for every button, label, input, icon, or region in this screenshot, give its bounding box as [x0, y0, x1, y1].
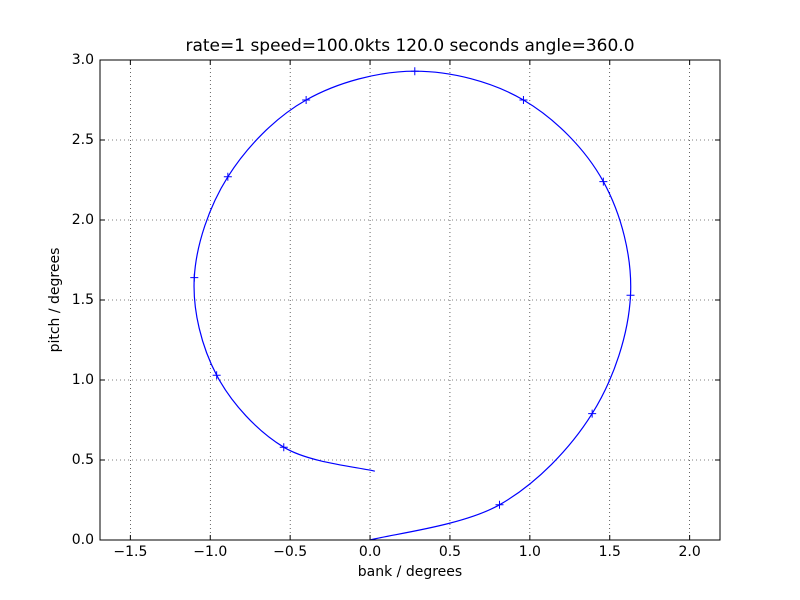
marker — [588, 409, 597, 418]
chart-title: rate=1 speed=100.0kts 120.0 seconds angl… — [185, 36, 634, 56]
marker — [599, 177, 608, 186]
y-tick-label: 2.5 — [72, 132, 94, 148]
marker — [279, 443, 288, 452]
marker — [410, 67, 419, 76]
y-tick-label: 0.0 — [72, 532, 94, 548]
marker — [302, 96, 311, 104]
x-tick-label: 1.5 — [599, 544, 621, 560]
x-tick-label: −1.0 — [193, 544, 227, 560]
y-tick-label: 0.5 — [72, 452, 94, 468]
x-tick-label: 1.0 — [519, 544, 541, 560]
line — [193, 70, 632, 541]
x-axis-label: bank / degrees — [358, 564, 462, 580]
x-tick-label: −1.5 — [113, 544, 147, 560]
y-axis-label: pitch / degrees — [47, 248, 63, 353]
y-tick-label: 3.0 — [72, 52, 94, 68]
x-tick-label: −0.5 — [273, 544, 307, 560]
x-tick-label: 0.0 — [359, 544, 381, 560]
marker — [495, 500, 504, 509]
marker — [519, 96, 528, 104]
y-tick-label: 1.0 — [72, 372, 94, 388]
y-tick-label: 1.5 — [72, 292, 94, 308]
x-tick-label: 0.5 — [439, 544, 461, 560]
y-tick-label: 2.0 — [72, 212, 94, 228]
axes-frame — [99, 59, 721, 541]
x-tick-label: 2.0 — [679, 544, 701, 560]
marker — [223, 172, 232, 181]
marker — [190, 273, 199, 282]
marker — [626, 291, 635, 300]
marker — [212, 371, 221, 380]
